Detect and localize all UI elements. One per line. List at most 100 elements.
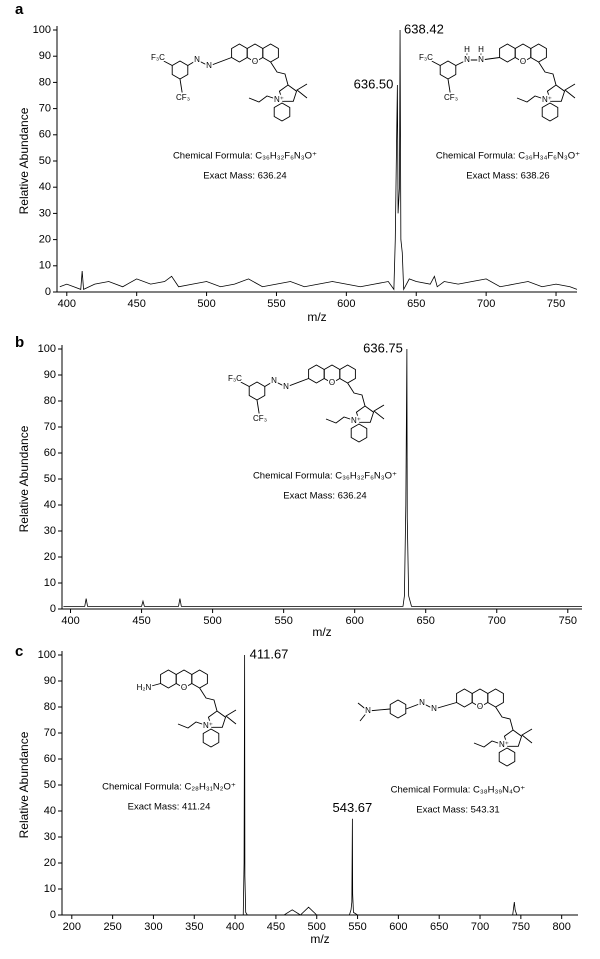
y-axis-title: Relative Abundance xyxy=(17,107,31,214)
bond xyxy=(199,687,218,712)
bond xyxy=(262,43,279,63)
bond xyxy=(325,416,357,424)
chemical-structure: NNN ON⁺Chemical Formula: C₃₈H₃₉N₄O⁺Exact … xyxy=(357,688,533,816)
peak-label: 411.67 xyxy=(250,646,289,661)
bond xyxy=(473,740,505,748)
y-tick-label: 100 xyxy=(33,24,51,36)
bond xyxy=(455,57,500,66)
bond xyxy=(177,721,209,729)
peak-label: 543.67 xyxy=(333,800,373,815)
x-tick-label: 400 xyxy=(61,615,79,627)
x-tick-label: 600 xyxy=(389,921,407,933)
y-tick-label: 30 xyxy=(44,831,56,843)
spectrum-line xyxy=(59,29,578,291)
peak-label: 636.75 xyxy=(363,340,403,355)
bond xyxy=(564,83,576,99)
y-tick-label: 0 xyxy=(50,909,56,921)
x-tick-label: 500 xyxy=(197,298,215,310)
x-tick-label: 250 xyxy=(103,921,121,933)
bond xyxy=(350,423,368,443)
atom-label: N xyxy=(365,706,371,715)
bond xyxy=(498,747,516,767)
bond xyxy=(256,399,261,420)
x-tick-label: 400 xyxy=(58,298,76,310)
atom-label: N xyxy=(419,698,425,707)
bond xyxy=(143,683,161,689)
y-tick-label: 30 xyxy=(39,207,51,219)
y-tick-label: 80 xyxy=(44,701,56,713)
bond xyxy=(160,669,177,689)
bond xyxy=(187,57,232,67)
x-tick-label: 750 xyxy=(512,921,530,933)
bond xyxy=(487,688,504,708)
atom-label: F₃C xyxy=(419,53,433,62)
bond xyxy=(248,381,266,401)
chemical-formula: Chemical Formula: C₃₈H₃₉N₄O⁺ xyxy=(391,785,526,796)
x-tick-label: 450 xyxy=(132,615,150,627)
atom-label: H xyxy=(464,45,470,54)
peak-label: 636.50 xyxy=(354,76,394,91)
x-tick-label: 550 xyxy=(348,921,366,933)
atom-label: O xyxy=(252,57,258,66)
bond xyxy=(355,405,375,423)
bond xyxy=(248,95,280,103)
x-tick-label: 750 xyxy=(559,615,577,627)
atom-label: N xyxy=(431,704,437,713)
bond xyxy=(373,404,385,420)
x-tick-label: 700 xyxy=(471,921,489,933)
bond xyxy=(179,78,184,99)
x-tick-label: 650 xyxy=(417,615,435,627)
x-tick-label: 750 xyxy=(547,298,565,310)
spectrum-panel: c 0 10 20 30 40 50 60 70 80 90 100 200 250 300 350 400 45… xyxy=(15,643,578,946)
bond xyxy=(225,709,237,725)
atom-label: F₃C xyxy=(228,374,242,383)
x-tick-label: 550 xyxy=(274,615,292,627)
exact-mass: Exact Mass: 638.26 xyxy=(466,171,549,182)
x-tick-label: 650 xyxy=(430,921,448,933)
chemical-formula: Chemical Formula: C₃₆H₃₂F₆N₃O⁺ xyxy=(253,471,397,482)
bond xyxy=(207,710,227,728)
panel-label: b xyxy=(15,334,24,351)
atom-label: N⁺ xyxy=(542,95,552,104)
x-tick-label: 500 xyxy=(203,615,221,627)
atom-label: H xyxy=(478,45,484,54)
y-tick-label: 10 xyxy=(44,577,56,589)
bond xyxy=(530,43,547,63)
y-tick-label: 80 xyxy=(39,76,51,88)
panel-label: c xyxy=(15,643,23,660)
x-tick-label: 800 xyxy=(552,921,570,933)
bond xyxy=(541,102,559,122)
y-tick-label: 60 xyxy=(44,753,56,765)
bond xyxy=(273,102,291,122)
atom-label: N xyxy=(478,55,484,64)
y-axis-title: Relative Abundance xyxy=(17,425,31,532)
y-tick-label: 90 xyxy=(44,369,56,381)
bond xyxy=(405,702,457,710)
bond xyxy=(270,61,289,86)
bond xyxy=(367,708,391,712)
y-tick-label: 80 xyxy=(44,395,56,407)
bond xyxy=(546,84,566,102)
y-tick-label: 90 xyxy=(44,675,56,687)
atom-label: N⁺ xyxy=(203,721,213,730)
bond xyxy=(347,382,366,407)
y-tick-label: 100 xyxy=(38,343,56,355)
x-tick-label: 500 xyxy=(308,921,326,933)
bond xyxy=(157,57,173,66)
y-tick-label: 20 xyxy=(44,551,56,563)
bond xyxy=(521,728,533,744)
atom-label: O xyxy=(181,683,187,692)
y-tick-label: 40 xyxy=(39,181,51,193)
bond xyxy=(191,669,208,689)
x-tick-label: 600 xyxy=(337,298,355,310)
y-tick-label: 50 xyxy=(39,155,51,167)
exact-mass: Exact Mass: 636.24 xyxy=(203,171,286,182)
exact-mass: Exact Mass: 636.24 xyxy=(283,491,366,502)
x-tick-label: 300 xyxy=(144,921,162,933)
y-tick-label: 0 xyxy=(45,286,51,298)
atom-label: N xyxy=(271,376,277,385)
y-tick-label: 60 xyxy=(44,447,56,459)
bond xyxy=(447,78,452,99)
x-tick-label: 600 xyxy=(345,615,363,627)
